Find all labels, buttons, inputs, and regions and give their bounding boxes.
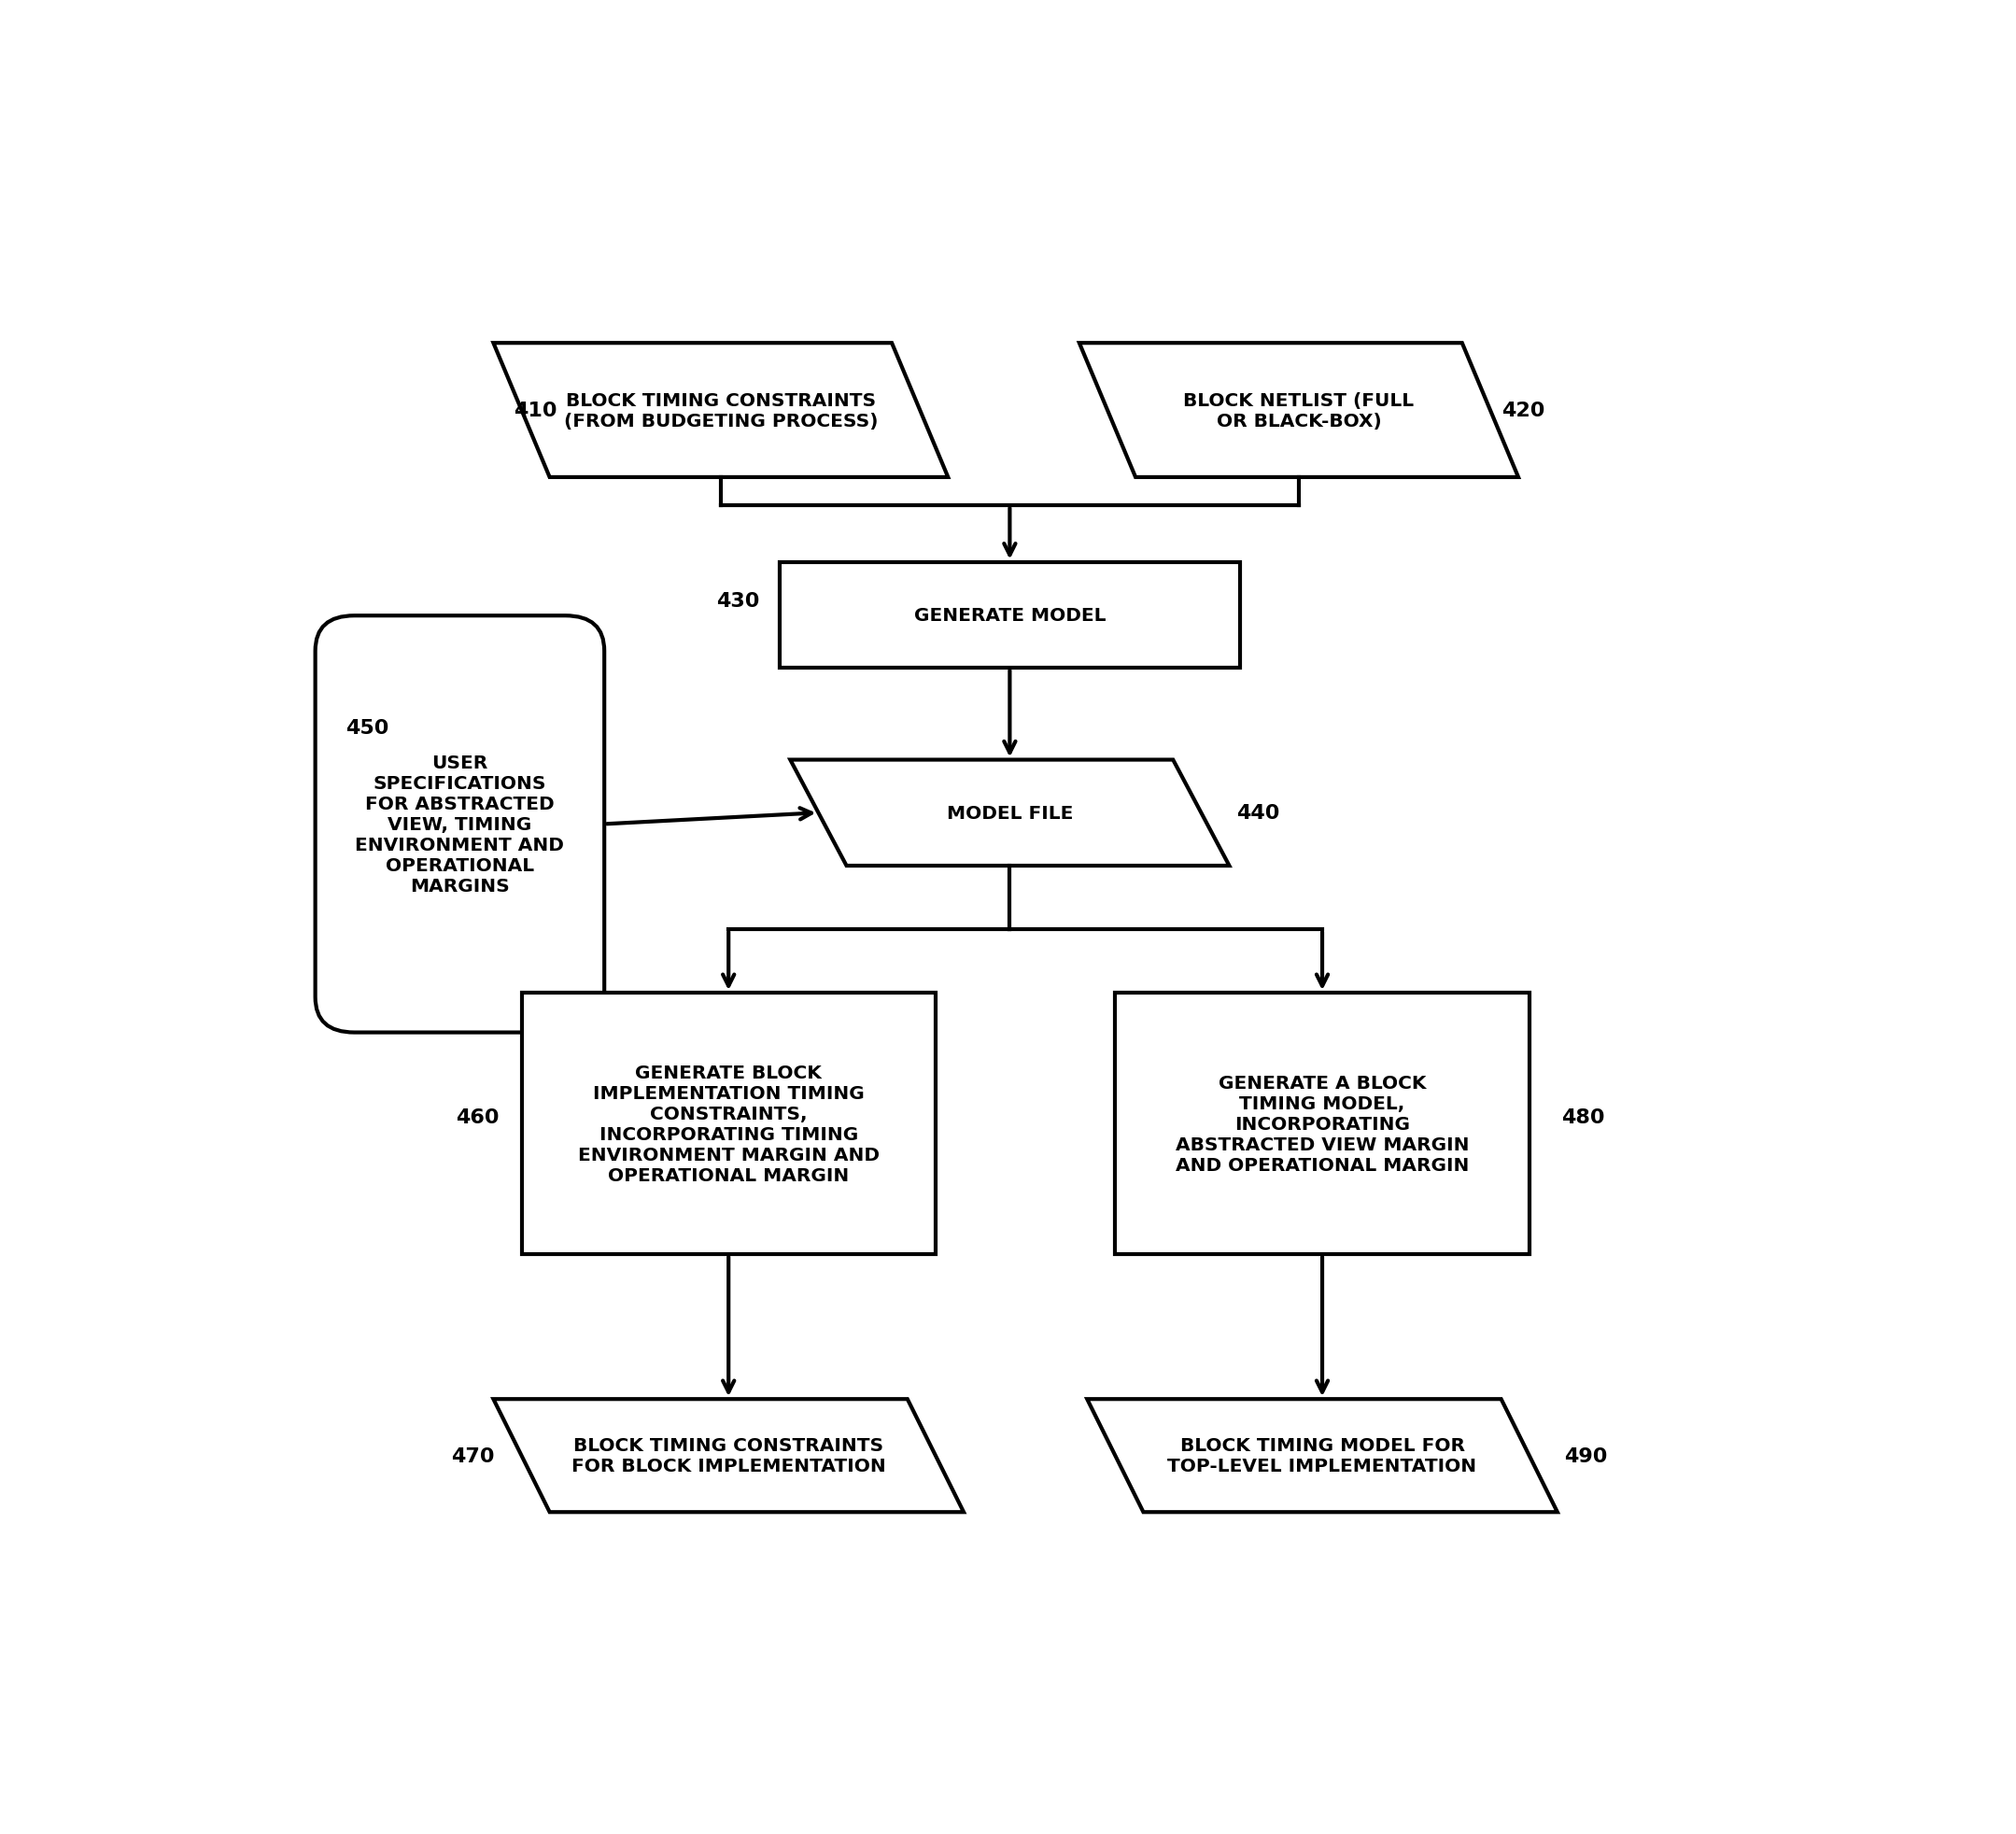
Text: MODEL FILE: MODEL FILE [948, 805, 1073, 822]
Text: BLOCK NETLIST (FULL
OR BLACK-BOX): BLOCK NETLIST (FULL OR BLACK-BOX) [1183, 392, 1413, 429]
Text: 440: 440 [1236, 803, 1280, 822]
Text: GENERATE BLOCK
IMPLEMENTATION TIMING
CONSTRAINTS,
INCORPORATING TIMING
ENVIRONME: GENERATE BLOCK IMPLEMENTATION TIMING CON… [579, 1064, 879, 1185]
Polygon shape [1079, 343, 1518, 479]
Text: 470: 470 [452, 1447, 494, 1465]
Text: 490: 490 [1564, 1447, 1607, 1465]
Bar [780, 563, 1240, 668]
Text: USER
SPECIFICATIONS
FOR ABSTRACTED
VIEW, TIMING
ENVIRONMENT AND
OPERATIONAL
MARG: USER SPECIFICATIONS FOR ABSTRACTED VIEW,… [355, 754, 564, 895]
Polygon shape [494, 1399, 964, 1513]
Bar [522, 994, 935, 1254]
Text: GENERATE A BLOCK
TIMING MODEL,
INCORPORATING
ABSTRACTED VIEW MARGIN
AND OPERATIO: GENERATE A BLOCK TIMING MODEL, INCORPORA… [1175, 1075, 1470, 1174]
Text: 430: 430 [716, 592, 760, 611]
Text: GENERATE MODEL: GENERATE MODEL [913, 607, 1105, 624]
Text: BLOCK TIMING CONSTRAINTS
(FROM BUDGETING PROCESS): BLOCK TIMING CONSTRAINTS (FROM BUDGETING… [564, 392, 877, 429]
Text: BLOCK TIMING CONSTRAINTS
FOR BLOCK IMPLEMENTATION: BLOCK TIMING CONSTRAINTS FOR BLOCK IMPLE… [571, 1436, 885, 1475]
Polygon shape [1087, 1399, 1558, 1513]
Polygon shape [494, 343, 948, 479]
Text: 410: 410 [514, 402, 556, 420]
Text: BLOCK TIMING MODEL FOR
TOP-LEVEL IMPLEMENTATION: BLOCK TIMING MODEL FOR TOP-LEVEL IMPLEME… [1167, 1436, 1478, 1475]
Polygon shape [790, 761, 1230, 866]
Text: 460: 460 [456, 1108, 498, 1126]
Bar [1115, 994, 1530, 1254]
Text: 450: 450 [347, 719, 389, 737]
FancyBboxPatch shape [314, 616, 605, 1033]
Text: 420: 420 [1502, 402, 1544, 420]
Text: 480: 480 [1560, 1108, 1605, 1126]
